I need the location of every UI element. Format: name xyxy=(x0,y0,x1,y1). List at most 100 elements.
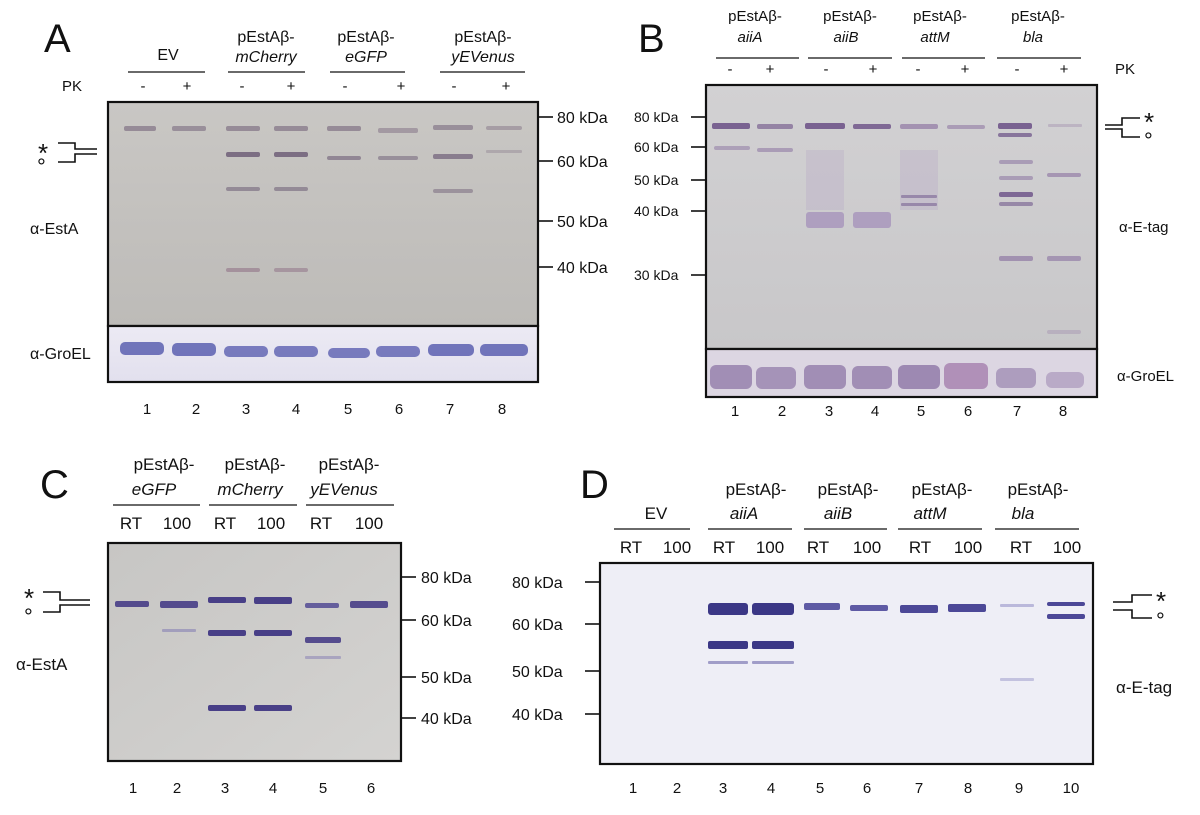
panel-b-lane-6: 6 xyxy=(964,403,972,420)
panel-b-group-2-line1: pEstAβ- xyxy=(823,8,877,25)
panel-a-groel-label: α-GroEL xyxy=(30,346,91,363)
panel-b-condition-7: - xyxy=(1015,61,1020,78)
panel-b-letter: B xyxy=(638,17,665,61)
panel-a-lane-2: 2 xyxy=(192,401,200,418)
panel-b-condition-6: + xyxy=(961,61,970,78)
panel-c-condition-6: 100 xyxy=(355,514,383,533)
panel-a-groel-blot xyxy=(106,324,540,384)
panel-d-band-bracket: * ° xyxy=(1113,586,1166,633)
panel-c-circle: ° xyxy=(24,604,33,629)
panel-d-group-5-line2: bla xyxy=(1012,504,1035,523)
panel-c-group-3-line2: yEVenus xyxy=(309,480,378,499)
panel-b-group-4-line2: bla xyxy=(1023,29,1043,46)
panel-b-condition-2: + xyxy=(766,61,775,78)
panel-c-main-blot xyxy=(106,541,403,763)
panel-a-lane-6: 6 xyxy=(395,401,403,418)
panel-c-lane-2: 2 xyxy=(173,780,181,797)
panel-d-bands xyxy=(708,602,1085,681)
panel-d-group-4-line1: pEstAβ- xyxy=(912,480,973,499)
panel-d-lane-8: 8 xyxy=(964,780,972,797)
panel-a-group-1-line1: EV xyxy=(157,47,179,64)
panel-b-group-headers: pEstAβ- aiiA pEstAβ- aiiB pEstAβ- attM p… xyxy=(716,8,1081,59)
panel-c-lane-4: 4 xyxy=(269,780,277,797)
panel-d-group-1-line1: EV xyxy=(645,504,668,523)
panel-b-group-1-line1: pEstAβ- xyxy=(728,8,782,25)
panel-a: A EV pEstAβ- mCherry pEstAβ- eGFP pEstAβ… xyxy=(30,17,608,418)
panel-d-condition-3: RT xyxy=(713,538,735,557)
panel-b-marker-40: 40 kDa xyxy=(634,203,679,219)
panel-b-marker-80: 80 kDa xyxy=(634,109,679,125)
panel-c-lane-1: 1 xyxy=(129,780,137,797)
panel-a-main-blot xyxy=(106,100,540,328)
panel-c-bands xyxy=(115,597,388,711)
panel-b-marker-60: 60 kDa xyxy=(634,139,679,155)
panel-a-condition-3: - xyxy=(240,78,245,95)
panel-a-lane-numbers: 1 2 3 4 5 6 7 8 xyxy=(143,401,506,418)
panel-b-band-bracket: * ° xyxy=(1105,107,1154,153)
panel-b-condition-8: + xyxy=(1060,61,1069,78)
panel-d-lane-5: 5 xyxy=(816,780,824,797)
panel-a-estA-label: α-EstA xyxy=(30,221,79,238)
panel-c-lane-numbers: 1 2 3 4 5 6 xyxy=(129,780,375,797)
panel-a-circle: ° xyxy=(37,154,46,179)
panel-c-marker-60: 60 kDa xyxy=(421,613,472,630)
panel-d-condition-2: 100 xyxy=(663,538,691,557)
panel-d-marker-80: 80 kDa xyxy=(512,575,563,592)
panel-d-main-blot xyxy=(598,561,1095,766)
panel-b-lane-5: 5 xyxy=(917,403,925,420)
panel-b-group-1-line2: aiiA xyxy=(737,29,762,46)
panel-a-group-2-line1: pEstAβ- xyxy=(237,29,294,46)
panel-d-condition-4: 100 xyxy=(756,538,784,557)
panel-a-letter: A xyxy=(44,17,71,61)
panel-b-etag-label: α-E-tag xyxy=(1119,219,1169,236)
panel-d-lane-10: 10 xyxy=(1063,780,1080,797)
panel-a-lane-4: 4 xyxy=(292,401,300,418)
panel-c-condition-4: 100 xyxy=(257,514,285,533)
panel-c-group-1-line2: eGFP xyxy=(132,480,177,499)
panel-b-markers: 80 kDa 60 kDa 50 kDa 40 kDa 30 kDa xyxy=(634,109,706,283)
panel-d-group-4-line2: attM xyxy=(913,504,947,523)
panel-b-condition-4: + xyxy=(869,61,878,78)
panel-a-marker-50: 50 kDa xyxy=(557,214,608,231)
panel-d-condition-10: 100 xyxy=(1053,538,1081,557)
panel-b-asterisk: * xyxy=(1144,107,1154,137)
panel-b-bands xyxy=(712,123,1082,334)
panel-b-lane-7: 7 xyxy=(1013,403,1021,420)
panel-a-condition-2: + xyxy=(183,78,192,95)
panel-a-lane-7: 7 xyxy=(446,401,454,418)
panel-d-marker-40: 40 kDa xyxy=(512,707,563,724)
panel-a-group-4-line1: pEstAβ- xyxy=(454,29,511,46)
panel-d-lane-numbers: 1 2 3 4 5 6 7 8 9 10 xyxy=(629,780,1080,797)
panel-b-condition-5: - xyxy=(916,61,921,78)
panel-d-etag-label: α-E-tag xyxy=(1116,678,1172,697)
panel-c-asterisk: * xyxy=(24,583,34,613)
panel-d-group-3-line1: pEstAβ- xyxy=(818,480,879,499)
panel-b-lane-4: 4 xyxy=(871,403,879,420)
panel-d-markers: 80 kDa 60 kDa 50 kDa 40 kDa xyxy=(512,575,600,724)
panel-b-condition-label: PK xyxy=(1115,61,1135,78)
panel-a-group-3-line2: eGFP xyxy=(345,49,387,66)
panel-a-marker-80: 80 kDa xyxy=(557,110,608,127)
panel-a-asterisk: * xyxy=(38,138,48,168)
panel-a-condition-1: - xyxy=(141,78,146,95)
panel-a-condition-5: - xyxy=(343,78,348,95)
panel-c-lane-6: 6 xyxy=(367,780,375,797)
panel-c-marker-80: 80 kDa xyxy=(421,570,472,587)
panel-c: C pEstAβ- eGFP pEstAβ- mCherry pEstAβ- y… xyxy=(16,455,472,797)
panel-c-group-3-line1: pEstAβ- xyxy=(319,455,380,474)
panel-b-marker-30: 30 kDa xyxy=(634,267,679,283)
panel-c-lane-5: 5 xyxy=(319,780,327,797)
panel-a-lane-1: 1 xyxy=(143,401,151,418)
panel-b-condition-1: - xyxy=(728,61,733,78)
panel-a-group-headers: EV pEstAβ- mCherry pEstAβ- eGFP pEstAβ- … xyxy=(128,29,525,73)
panel-b-marker-50: 50 kDa xyxy=(634,172,679,188)
panel-d-condition-6: 100 xyxy=(853,538,881,557)
panel-b-lane-8: 8 xyxy=(1059,403,1067,420)
panel-d-lane-9: 9 xyxy=(1015,780,1023,797)
panel-d-group-headers: EV pEstAβ- aiiA pEstAβ- aiiB pEstAβ- att… xyxy=(614,480,1079,530)
panel-c-markers: 80 kDa 60 kDa 50 kDa 40 kDa xyxy=(401,570,472,728)
panel-d-letter: D xyxy=(580,463,609,507)
panel-a-group-3-line1: pEstAβ- xyxy=(337,29,394,46)
panel-d-group-3-line2: aiiB xyxy=(824,504,852,523)
